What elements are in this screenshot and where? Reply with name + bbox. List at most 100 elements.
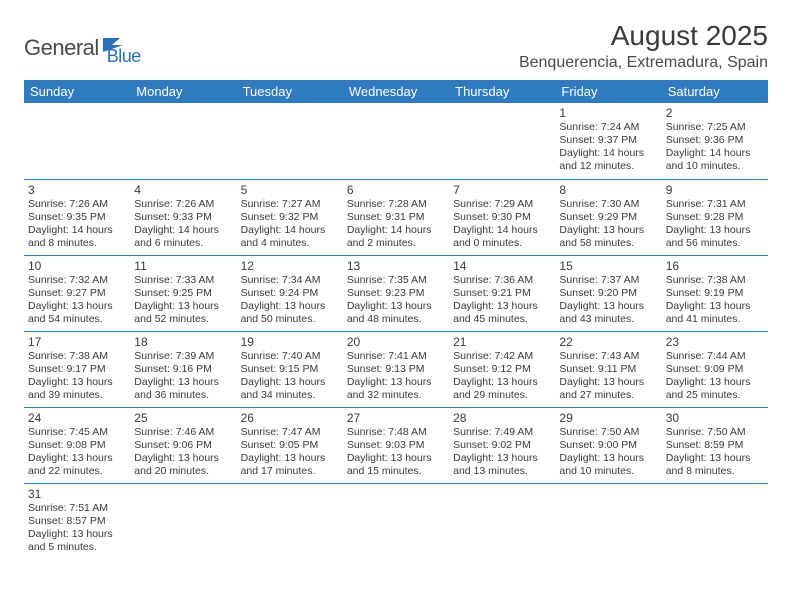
day-cell: [662, 483, 768, 559]
dow-wed: Wednesday: [343, 80, 449, 103]
day-details: Sunrise: 7:44 AMSunset: 9:09 PMDaylight:…: [666, 350, 764, 403]
day-number: 11: [134, 259, 232, 273]
day-number: 8: [559, 183, 657, 197]
day-details: Sunrise: 7:43 AMSunset: 9:11 PMDaylight:…: [559, 350, 657, 403]
day-cell: [130, 483, 236, 559]
day-cell: 30Sunrise: 7:50 AMSunset: 8:59 PMDayligh…: [662, 407, 768, 483]
day-cell: [237, 483, 343, 559]
dow-tue: Tuesday: [237, 80, 343, 103]
day-cell: 6Sunrise: 7:28 AMSunset: 9:31 PMDaylight…: [343, 179, 449, 255]
day-cell: 2Sunrise: 7:25 AMSunset: 9:36 PMDaylight…: [662, 103, 768, 179]
day-details: Sunrise: 7:27 AMSunset: 9:32 PMDaylight:…: [241, 198, 339, 251]
header: General Blue August 2025 Benquerencia, E…: [24, 20, 768, 72]
day-number: 19: [241, 335, 339, 349]
day-cell: 5Sunrise: 7:27 AMSunset: 9:32 PMDaylight…: [237, 179, 343, 255]
day-number: 28: [453, 411, 551, 425]
dow-mon: Monday: [130, 80, 236, 103]
day-number: 6: [347, 183, 445, 197]
day-cell: 4Sunrise: 7:26 AMSunset: 9:33 PMDaylight…: [130, 179, 236, 255]
day-details: Sunrise: 7:51 AMSunset: 8:57 PMDaylight:…: [28, 502, 126, 555]
day-number: 5: [241, 183, 339, 197]
day-details: Sunrise: 7:38 AMSunset: 9:17 PMDaylight:…: [28, 350, 126, 403]
day-details: Sunrise: 7:34 AMSunset: 9:24 PMDaylight:…: [241, 274, 339, 327]
day-number: 23: [666, 335, 764, 349]
dow-fri: Friday: [555, 80, 661, 103]
day-cell: [130, 103, 236, 179]
day-cell: 7Sunrise: 7:29 AMSunset: 9:30 PMDaylight…: [449, 179, 555, 255]
day-details: Sunrise: 7:33 AMSunset: 9:25 PMDaylight:…: [134, 274, 232, 327]
day-details: Sunrise: 7:40 AMSunset: 9:15 PMDaylight:…: [241, 350, 339, 403]
day-details: Sunrise: 7:32 AMSunset: 9:27 PMDaylight:…: [28, 274, 126, 327]
day-cell: 19Sunrise: 7:40 AMSunset: 9:15 PMDayligh…: [237, 331, 343, 407]
day-number: 9: [666, 183, 764, 197]
day-details: Sunrise: 7:29 AMSunset: 9:30 PMDaylight:…: [453, 198, 551, 251]
day-details: Sunrise: 7:39 AMSunset: 9:16 PMDaylight:…: [134, 350, 232, 403]
day-details: Sunrise: 7:48 AMSunset: 9:03 PMDaylight:…: [347, 426, 445, 479]
day-cell: [555, 483, 661, 559]
day-details: Sunrise: 7:24 AMSunset: 9:37 PMDaylight:…: [559, 121, 657, 174]
day-cell: 27Sunrise: 7:48 AMSunset: 9:03 PMDayligh…: [343, 407, 449, 483]
day-number: 30: [666, 411, 764, 425]
day-number: 25: [134, 411, 232, 425]
day-number: 2: [666, 106, 764, 120]
week-row: 3Sunrise: 7:26 AMSunset: 9:35 PMDaylight…: [24, 179, 768, 255]
day-cell: 20Sunrise: 7:41 AMSunset: 9:13 PMDayligh…: [343, 331, 449, 407]
day-number: 10: [28, 259, 126, 273]
day-details: Sunrise: 7:26 AMSunset: 9:33 PMDaylight:…: [134, 198, 232, 251]
day-cell: 9Sunrise: 7:31 AMSunset: 9:28 PMDaylight…: [662, 179, 768, 255]
day-details: Sunrise: 7:30 AMSunset: 9:29 PMDaylight:…: [559, 198, 657, 251]
day-details: Sunrise: 7:47 AMSunset: 9:05 PMDaylight:…: [241, 426, 339, 479]
day-details: Sunrise: 7:45 AMSunset: 9:08 PMDaylight:…: [28, 426, 126, 479]
month-title: August 2025: [519, 20, 768, 52]
day-details: Sunrise: 7:50 AMSunset: 8:59 PMDaylight:…: [666, 426, 764, 479]
day-cell: 12Sunrise: 7:34 AMSunset: 9:24 PMDayligh…: [237, 255, 343, 331]
week-row: 1Sunrise: 7:24 AMSunset: 9:37 PMDaylight…: [24, 103, 768, 179]
day-cell: [24, 103, 130, 179]
day-cell: 22Sunrise: 7:43 AMSunset: 9:11 PMDayligh…: [555, 331, 661, 407]
day-cell: 1Sunrise: 7:24 AMSunset: 9:37 PMDaylight…: [555, 103, 661, 179]
logo-text-blue: Blue: [107, 46, 141, 67]
day-number: 17: [28, 335, 126, 349]
day-cell: 26Sunrise: 7:47 AMSunset: 9:05 PMDayligh…: [237, 407, 343, 483]
week-row: 10Sunrise: 7:32 AMSunset: 9:27 PMDayligh…: [24, 255, 768, 331]
day-cell: 3Sunrise: 7:26 AMSunset: 9:35 PMDaylight…: [24, 179, 130, 255]
day-details: Sunrise: 7:41 AMSunset: 9:13 PMDaylight:…: [347, 350, 445, 403]
day-details: Sunrise: 7:25 AMSunset: 9:36 PMDaylight:…: [666, 121, 764, 174]
day-cell: [343, 103, 449, 179]
day-cell: 17Sunrise: 7:38 AMSunset: 9:17 PMDayligh…: [24, 331, 130, 407]
day-cell: 21Sunrise: 7:42 AMSunset: 9:12 PMDayligh…: [449, 331, 555, 407]
day-cell: 14Sunrise: 7:36 AMSunset: 9:21 PMDayligh…: [449, 255, 555, 331]
day-number: 31: [28, 487, 126, 501]
day-details: Sunrise: 7:35 AMSunset: 9:23 PMDaylight:…: [347, 274, 445, 327]
day-details: Sunrise: 7:42 AMSunset: 9:12 PMDaylight:…: [453, 350, 551, 403]
day-details: Sunrise: 7:50 AMSunset: 9:00 PMDaylight:…: [559, 426, 657, 479]
day-number: 15: [559, 259, 657, 273]
logo: General Blue: [24, 28, 141, 67]
day-cell: [449, 483, 555, 559]
day-cell: 31Sunrise: 7:51 AMSunset: 8:57 PMDayligh…: [24, 483, 130, 559]
day-number: 22: [559, 335, 657, 349]
day-number: 1: [559, 106, 657, 120]
day-details: Sunrise: 7:46 AMSunset: 9:06 PMDaylight:…: [134, 426, 232, 479]
calendar-body: 1Sunrise: 7:24 AMSunset: 9:37 PMDaylight…: [24, 103, 768, 559]
day-details: Sunrise: 7:37 AMSunset: 9:20 PMDaylight:…: [559, 274, 657, 327]
day-number: 13: [347, 259, 445, 273]
week-row: 31Sunrise: 7:51 AMSunset: 8:57 PMDayligh…: [24, 483, 768, 559]
day-number: 20: [347, 335, 445, 349]
day-number: 4: [134, 183, 232, 197]
day-details: Sunrise: 7:36 AMSunset: 9:21 PMDaylight:…: [453, 274, 551, 327]
day-number: 29: [559, 411, 657, 425]
logo-text-general: General: [24, 35, 99, 61]
calendar-table: Sunday Monday Tuesday Wednesday Thursday…: [24, 80, 768, 559]
day-number: 14: [453, 259, 551, 273]
day-number: 7: [453, 183, 551, 197]
day-cell: 18Sunrise: 7:39 AMSunset: 9:16 PMDayligh…: [130, 331, 236, 407]
day-cell: 29Sunrise: 7:50 AMSunset: 9:00 PMDayligh…: [555, 407, 661, 483]
day-cell: 25Sunrise: 7:46 AMSunset: 9:06 PMDayligh…: [130, 407, 236, 483]
dow-sun: Sunday: [24, 80, 130, 103]
location: Benquerencia, Extremadura, Spain: [519, 54, 768, 72]
day-cell: 13Sunrise: 7:35 AMSunset: 9:23 PMDayligh…: [343, 255, 449, 331]
day-details: Sunrise: 7:49 AMSunset: 9:02 PMDaylight:…: [453, 426, 551, 479]
day-cell: 28Sunrise: 7:49 AMSunset: 9:02 PMDayligh…: [449, 407, 555, 483]
day-cell: 24Sunrise: 7:45 AMSunset: 9:08 PMDayligh…: [24, 407, 130, 483]
